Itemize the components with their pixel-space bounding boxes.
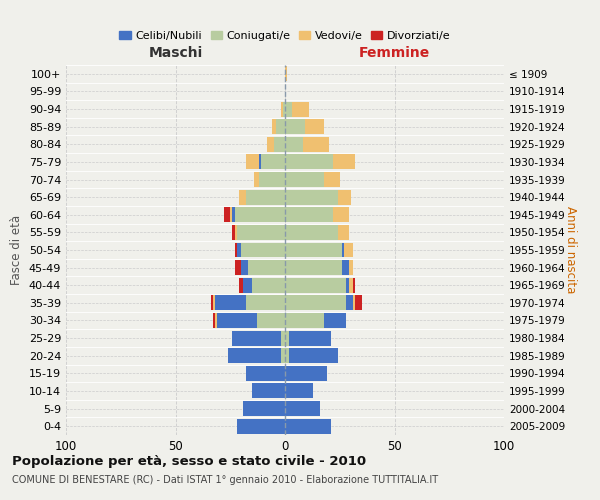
Bar: [305, 119, 325, 134]
Bar: [232, 225, 235, 240]
Bar: [285, 260, 342, 275]
Text: Popolazione per età, sesso e stato civile - 2010: Popolazione per età, sesso e stato civil…: [12, 455, 366, 468]
Bar: [285, 366, 326, 381]
Bar: [346, 278, 349, 292]
Bar: [338, 225, 349, 240]
Bar: [302, 137, 329, 152]
Bar: [285, 278, 346, 292]
Bar: [342, 242, 344, 258]
Bar: [333, 154, 355, 170]
Bar: [289, 330, 331, 345]
Bar: [353, 278, 355, 292]
Bar: [285, 102, 292, 116]
Bar: [241, 260, 248, 275]
Bar: [239, 278, 244, 292]
Bar: [245, 154, 259, 170]
Bar: [292, 102, 309, 116]
Bar: [248, 260, 285, 275]
Bar: [257, 313, 285, 328]
Bar: [244, 278, 252, 292]
Bar: [213, 313, 215, 328]
Bar: [241, 242, 285, 258]
Bar: [285, 66, 287, 82]
Bar: [213, 296, 215, 310]
Bar: [285, 296, 346, 310]
Bar: [235, 225, 237, 240]
Bar: [276, 119, 285, 134]
Bar: [283, 102, 285, 116]
Bar: [237, 418, 285, 434]
Bar: [254, 172, 259, 187]
Bar: [215, 296, 245, 310]
Bar: [259, 154, 261, 170]
Bar: [285, 384, 313, 398]
Bar: [285, 119, 305, 134]
Bar: [289, 348, 338, 363]
Bar: [285, 330, 289, 345]
Bar: [285, 401, 320, 416]
Y-axis label: Fasce di età: Fasce di età: [10, 215, 23, 285]
Bar: [353, 296, 355, 310]
Bar: [272, 119, 276, 134]
Bar: [355, 296, 362, 310]
Bar: [285, 313, 325, 328]
Bar: [349, 260, 353, 275]
Bar: [325, 172, 340, 187]
Bar: [244, 401, 285, 416]
Bar: [239, 190, 245, 204]
Bar: [245, 296, 285, 310]
Bar: [211, 296, 213, 310]
Bar: [228, 348, 281, 363]
Bar: [346, 296, 353, 310]
Bar: [237, 225, 285, 240]
Text: Femmine: Femmine: [359, 46, 430, 60]
Bar: [259, 172, 285, 187]
Bar: [235, 242, 237, 258]
Bar: [325, 313, 346, 328]
Bar: [338, 190, 350, 204]
Bar: [285, 208, 333, 222]
Bar: [285, 172, 325, 187]
Bar: [285, 154, 333, 170]
Bar: [342, 260, 349, 275]
Bar: [344, 242, 353, 258]
Bar: [252, 278, 285, 292]
Text: Maschi: Maschi: [148, 46, 203, 60]
Bar: [217, 313, 257, 328]
Bar: [268, 137, 274, 152]
Bar: [285, 418, 331, 434]
Bar: [230, 208, 232, 222]
Bar: [252, 384, 285, 398]
Bar: [285, 190, 338, 204]
Bar: [237, 242, 241, 258]
Y-axis label: Anni di nascita: Anni di nascita: [564, 206, 577, 294]
Bar: [245, 366, 285, 381]
Text: COMUNE DI BENESTARE (RC) - Dati ISTAT 1° gennaio 2010 - Elaborazione TUTTITALIA.: COMUNE DI BENESTARE (RC) - Dati ISTAT 1°…: [12, 475, 438, 485]
Bar: [285, 137, 302, 152]
Bar: [274, 137, 285, 152]
Bar: [285, 242, 342, 258]
Legend: Celibi/Nubili, Coniugati/e, Vedovi/e, Divorziati/e: Celibi/Nubili, Coniugati/e, Vedovi/e, Di…: [115, 26, 455, 45]
Bar: [235, 208, 285, 222]
Bar: [245, 190, 285, 204]
Bar: [261, 154, 285, 170]
Bar: [232, 330, 281, 345]
Bar: [215, 313, 217, 328]
Bar: [281, 348, 285, 363]
Bar: [349, 278, 353, 292]
Bar: [285, 225, 338, 240]
Bar: [235, 260, 241, 275]
Bar: [224, 208, 230, 222]
Bar: [281, 102, 283, 116]
Bar: [281, 330, 285, 345]
Bar: [232, 208, 235, 222]
Bar: [333, 208, 349, 222]
Bar: [285, 348, 289, 363]
